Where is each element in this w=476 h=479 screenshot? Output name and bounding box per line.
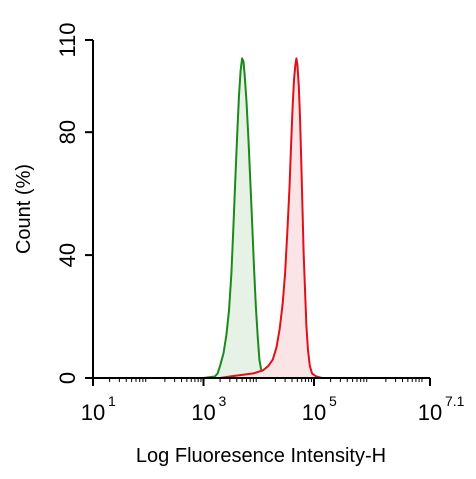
y-tick-label: 0 [55,372,80,384]
series-1-line [203,57,272,379]
x-tick-exponent: 7.1 [445,393,465,409]
series-2-line [219,57,323,379]
y-tick-label: 110 [55,22,80,57]
x-tick-exponent: 1 [108,393,116,409]
y-tick-label: 80 [55,120,80,144]
plot-series [203,57,323,379]
y-axis-label: Count (%) [13,164,35,254]
x-tick-label: 10 [191,400,215,425]
x-tick-label: 10 [302,400,326,425]
x-ticks: 10 1 10 3 10 5 10 7.1 [81,378,465,425]
x-tick-label: 10 [418,400,442,425]
y-tick-label: 40 [55,243,80,267]
x-tick-exponent: 5 [329,393,337,409]
x-axis-label: Log Fluoresence Intensity-H [136,445,386,467]
x-tick-exponent: 3 [218,393,226,409]
x-minor-ticks [109,378,423,382]
y-ticks: 0 40 80 110 [55,22,93,384]
x-tick-label: 10 [81,400,105,425]
series-2-area [220,58,323,379]
